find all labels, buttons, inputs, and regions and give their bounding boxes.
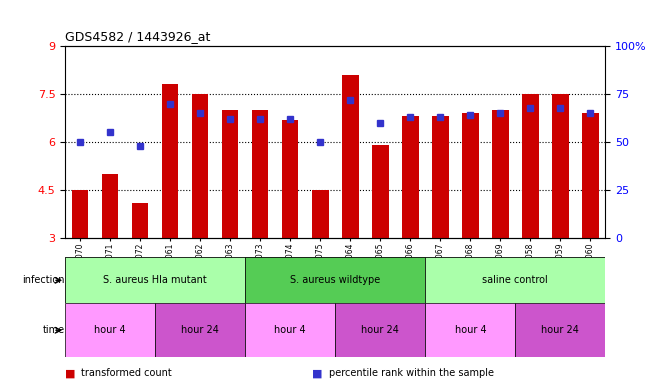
Text: infection: infection <box>23 275 65 285</box>
Bar <box>132 203 148 238</box>
Text: ■: ■ <box>312 368 323 378</box>
Bar <box>65 257 245 303</box>
Text: time: time <box>43 325 65 335</box>
Bar <box>402 116 419 238</box>
Text: S. aureus Hla mutant: S. aureus Hla mutant <box>104 275 207 285</box>
Text: hour 24: hour 24 <box>542 325 579 335</box>
Bar <box>552 94 569 238</box>
Bar <box>582 113 599 238</box>
Bar <box>432 116 449 238</box>
Bar <box>252 110 268 238</box>
Text: S. aureus wildtype: S. aureus wildtype <box>290 275 380 285</box>
Bar <box>72 190 89 238</box>
Text: saline control: saline control <box>482 275 548 285</box>
Text: ■: ■ <box>65 368 76 378</box>
Bar <box>65 303 155 357</box>
Bar <box>245 257 425 303</box>
Bar <box>342 75 359 238</box>
Text: percentile rank within the sample: percentile rank within the sample <box>329 368 493 378</box>
Text: hour 4: hour 4 <box>94 325 126 335</box>
Bar <box>425 303 516 357</box>
Text: hour 24: hour 24 <box>361 325 399 335</box>
Text: GDS4582 / 1443926_at: GDS4582 / 1443926_at <box>65 30 210 43</box>
Bar <box>516 303 605 357</box>
Text: transformed count: transformed count <box>81 368 172 378</box>
Bar <box>155 303 245 357</box>
Bar <box>372 145 389 238</box>
Bar <box>192 94 208 238</box>
Bar <box>492 110 508 238</box>
Text: hour 4: hour 4 <box>275 325 306 335</box>
Bar <box>312 190 329 238</box>
Bar <box>162 84 178 238</box>
Bar <box>335 303 425 357</box>
Bar <box>222 110 238 238</box>
Bar <box>282 120 299 238</box>
Text: hour 24: hour 24 <box>181 325 219 335</box>
Bar <box>425 257 605 303</box>
Bar <box>462 113 478 238</box>
Bar <box>245 303 335 357</box>
Bar <box>522 94 538 238</box>
Bar <box>102 174 118 238</box>
Text: hour 4: hour 4 <box>454 325 486 335</box>
